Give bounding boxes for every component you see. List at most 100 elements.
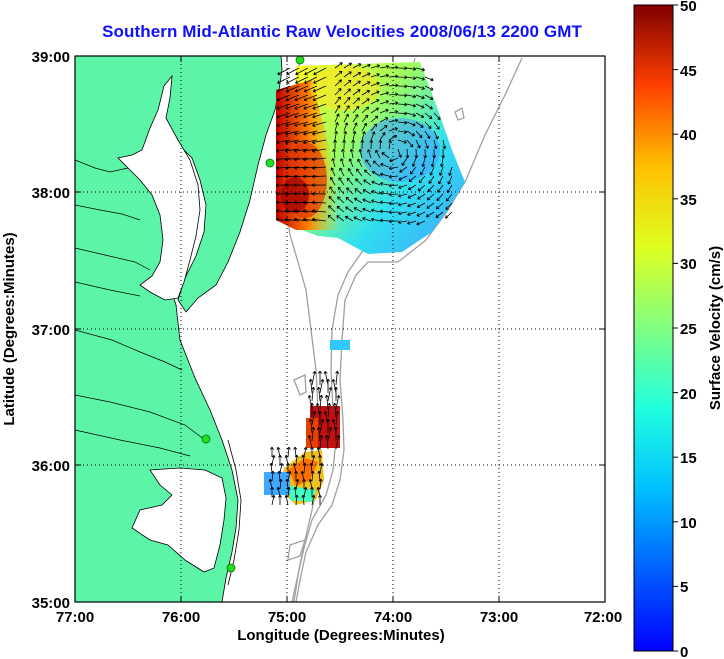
velocity-arrow [433, 139, 438, 149]
velocity-arrow [335, 435, 341, 450]
velocity-arrow [342, 139, 347, 150]
velocity-arrow [426, 202, 435, 209]
y-tick-label: 36:00 [32, 458, 70, 475]
velocity-arrow [448, 166, 453, 176]
velocity-arrow [379, 209, 390, 214]
velocity-arrow [276, 85, 291, 93]
velocity-field-north [276, 62, 465, 254]
velocity-field-south [264, 406, 340, 505]
x-tick-label: 77:00 [56, 609, 94, 626]
velocity-arrow [406, 139, 414, 148]
velocity-arrow [354, 188, 363, 195]
velocity-arrow [324, 394, 329, 410]
velocity-arrow [415, 103, 425, 109]
velocity-arrow [311, 494, 316, 506]
velocity-arrow [270, 470, 275, 482]
velocity-arrow [399, 166, 408, 173]
velocity-arrow [334, 113, 340, 123]
velocity-arrow [335, 370, 340, 386]
velocity-arrow [407, 184, 417, 191]
velocity-arrow [447, 175, 453, 185]
velocity-arrow [331, 157, 336, 168]
velocity-arrow [334, 79, 342, 87]
velocity-arrow [426, 193, 435, 201]
velocity-arrow [388, 92, 399, 97]
velocity-arrow [330, 176, 336, 186]
velocity-arrow [344, 215, 354, 222]
velocity-arrow [364, 169, 372, 177]
velocity-arrow [327, 387, 333, 402]
velocity-arrow [416, 202, 426, 208]
velocity-arrow [318, 410, 322, 425]
velocity-arrow [311, 209, 327, 213]
velocity-arrow [352, 97, 360, 105]
velocity-arrow [436, 193, 444, 201]
velocity-arrow [312, 112, 327, 119]
velocity-arrow [397, 211, 408, 216]
velocity-arrow [285, 139, 300, 145]
velocity-arrow [294, 139, 309, 145]
velocity-arrow [379, 172, 390, 177]
velocity-arrow [417, 193, 426, 200]
velocity-arrow [319, 434, 324, 450]
velocity-arrow [302, 157, 318, 162]
velocity-arrow [333, 139, 338, 150]
velocity-arrow [329, 186, 336, 195]
velocity-arrow [307, 395, 313, 410]
velocity-arrow [424, 85, 434, 91]
velocity-arrow [406, 121, 416, 127]
velocity-arrow [308, 378, 313, 394]
velocity-arrow [336, 215, 345, 222]
velocity-arrow [361, 63, 371, 69]
velocity-arrow [407, 211, 417, 216]
velocity-arrow [397, 130, 408, 134]
velocity-arrow [294, 112, 309, 119]
velocity-arrow [334, 62, 343, 69]
velocity-arrow [324, 434, 329, 450]
velocity-arrow [335, 395, 341, 410]
velocity-arrow [362, 207, 372, 213]
velocity-arrow [278, 478, 283, 490]
velocity-arrow [352, 114, 359, 123]
velocity-arrow [371, 190, 381, 195]
velocity-arrow [343, 113, 349, 123]
velocity-arrow [407, 220, 417, 225]
velocity-arrow [430, 157, 435, 168]
velocity-arrow [311, 426, 316, 442]
velocity-arrow [388, 139, 392, 150]
velocity-arrow [275, 166, 291, 170]
velocity-arrow [303, 112, 318, 119]
velocity-arrow [312, 130, 327, 136]
velocity-arrow [353, 207, 363, 213]
velocity-arrow [293, 200, 309, 205]
velocity-arrow [332, 148, 337, 159]
velocity-arrow [424, 130, 431, 139]
velocity-arrow [361, 106, 370, 114]
velocity-arrow [370, 131, 376, 141]
velocity-arrow [277, 67, 291, 76]
velocity-arrow [276, 103, 291, 110]
velocity-arrow [398, 193, 408, 198]
velocity-arrow [319, 394, 324, 410]
velocity-arrow [293, 209, 309, 213]
pamlico-sound [131, 467, 227, 573]
velocity-arrow [318, 494, 322, 505]
y-tick-label: 35:00 [32, 595, 70, 612]
velocity-arrow [312, 121, 327, 127]
velocity-arrow [295, 67, 309, 76]
velocity-arrow [332, 402, 337, 418]
velocity-arrow [361, 131, 366, 141]
station-marker [201, 434, 211, 444]
velocity-arrow [343, 71, 352, 78]
velocity-arrow [416, 211, 426, 217]
velocity-arrow [287, 470, 292, 482]
velocity-arrow [409, 166, 417, 175]
velocity-arrow [406, 85, 417, 90]
velocity-arrow [335, 410, 340, 426]
velocity-arrow [343, 88, 351, 96]
velocity-arrow [407, 202, 417, 208]
velocity-arrow [334, 122, 339, 132]
chart-title: Southern Mid-Atlantic Raw Velocities 200… [102, 22, 582, 41]
velocity-arrow [415, 85, 425, 90]
